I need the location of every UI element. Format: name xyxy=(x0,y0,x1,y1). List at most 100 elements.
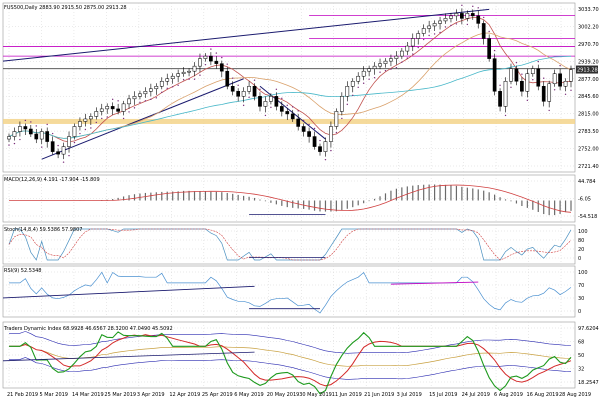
candle-body xyxy=(301,126,306,132)
candle-body xyxy=(438,20,442,24)
sar-dot xyxy=(390,68,392,70)
candle-body xyxy=(492,58,497,92)
candle-body xyxy=(18,126,22,132)
candle-body xyxy=(28,128,33,135)
candle-body xyxy=(99,108,104,112)
candle-body xyxy=(367,68,371,72)
x-axis-label: 6 May 2019 xyxy=(234,392,263,398)
macd-panel-header: MACD(12,26,9) 4.191 -17.904 -15.809 xyxy=(4,177,100,183)
sar-dot xyxy=(286,104,288,107)
x-axis-label: 3 Jul 2019 xyxy=(397,392,422,398)
sar-dot xyxy=(62,161,65,163)
sar-dot xyxy=(24,119,27,122)
y-axis-label: 2783.50 xyxy=(578,129,599,135)
candle-body xyxy=(88,116,93,120)
candle-body xyxy=(312,136,317,147)
candle-body xyxy=(547,83,552,102)
sar-dot xyxy=(166,87,168,89)
candle-body xyxy=(154,86,159,90)
candle-body xyxy=(378,63,382,67)
candle-body xyxy=(94,111,99,117)
sar-dot xyxy=(433,33,436,35)
candle-body xyxy=(143,91,148,95)
candle-body xyxy=(372,65,377,69)
sar-dot xyxy=(8,144,10,146)
candle-body xyxy=(34,133,39,140)
x-axis-label: 12 Apr 2019 xyxy=(169,392,200,398)
sar-dot xyxy=(302,119,305,122)
candle-body xyxy=(350,80,355,87)
candle-body xyxy=(345,86,350,97)
sar-dot xyxy=(357,86,359,88)
candle-body xyxy=(470,13,475,17)
rsi-panel-header: RSI(9) 52.5348 xyxy=(4,268,41,274)
sar-dot xyxy=(515,61,518,64)
candle-body xyxy=(465,13,470,19)
sar-dot xyxy=(335,131,338,134)
candle-body xyxy=(39,131,44,140)
candle-body xyxy=(432,23,437,27)
sar-dot xyxy=(292,106,294,108)
sar-dot xyxy=(341,117,343,120)
y-axis-label: 50 xyxy=(578,353,584,359)
rsi-line xyxy=(9,271,572,314)
x-axis-label: 15 Jul 2019 xyxy=(429,392,457,398)
candle-body xyxy=(176,73,180,77)
candle-body xyxy=(476,15,481,24)
sar-dot xyxy=(324,158,327,161)
candle-body xyxy=(552,73,557,85)
y-axis-label: 2970.70 xyxy=(578,42,599,48)
sar-dot xyxy=(139,101,141,104)
sar-dot xyxy=(199,74,201,76)
candle-body xyxy=(514,68,519,82)
macd-panel xyxy=(9,184,572,216)
sar-dot xyxy=(543,77,545,79)
candle-body xyxy=(236,91,241,97)
y-axis-label: 2752.00 xyxy=(578,147,599,153)
candle-body xyxy=(121,103,126,112)
candle-body xyxy=(383,60,388,64)
sar-dot xyxy=(477,7,479,9)
x-axis-label: 16 Aug 2019 xyxy=(527,392,559,398)
sar-dot xyxy=(101,117,103,120)
sar-dot xyxy=(428,34,430,37)
sar-dot xyxy=(248,96,250,99)
candle-body xyxy=(454,13,459,17)
sar-dot xyxy=(111,98,114,101)
sar-dot xyxy=(548,109,550,112)
x-axis-label: 5 Mar 2019 xyxy=(39,392,68,398)
candle-body xyxy=(61,146,66,155)
sar-dot xyxy=(537,60,539,63)
sar-dot xyxy=(73,141,76,144)
candle-body xyxy=(307,131,311,137)
sar-dot xyxy=(122,117,125,120)
x-axis-label: 25 Mar 2019 xyxy=(104,392,136,398)
y-axis-label: 44.784 xyxy=(578,179,596,185)
candle-body xyxy=(149,88,153,92)
sar-dot xyxy=(395,66,398,69)
sar-dot xyxy=(417,46,419,49)
candle-body xyxy=(138,93,142,97)
candle-body xyxy=(132,96,137,100)
axes: 21 Feb 2019 5 Mar 2019 14 Mar 2019 25 Mar 2… xyxy=(7,7,599,398)
sar-dot xyxy=(35,125,37,127)
sar-dot xyxy=(144,100,147,102)
sar-dot xyxy=(330,149,332,152)
sar-dot xyxy=(215,52,218,54)
sar-dot xyxy=(422,38,425,41)
sar-dot xyxy=(84,128,87,131)
sar-dot xyxy=(177,84,179,86)
candle-body xyxy=(279,106,284,112)
sar-dot xyxy=(270,106,272,109)
sar-dot xyxy=(204,63,207,66)
sar-dot xyxy=(466,23,469,26)
sar-dot xyxy=(242,104,245,107)
y-axis-label: 80 xyxy=(578,238,584,244)
sar-dot xyxy=(499,84,501,86)
sar-dot xyxy=(384,69,387,72)
y-axis-label: 18.2547 xyxy=(578,380,599,386)
candle-body xyxy=(389,58,393,62)
y-axis-label: 68 xyxy=(578,340,584,346)
sar-dot xyxy=(226,63,228,65)
